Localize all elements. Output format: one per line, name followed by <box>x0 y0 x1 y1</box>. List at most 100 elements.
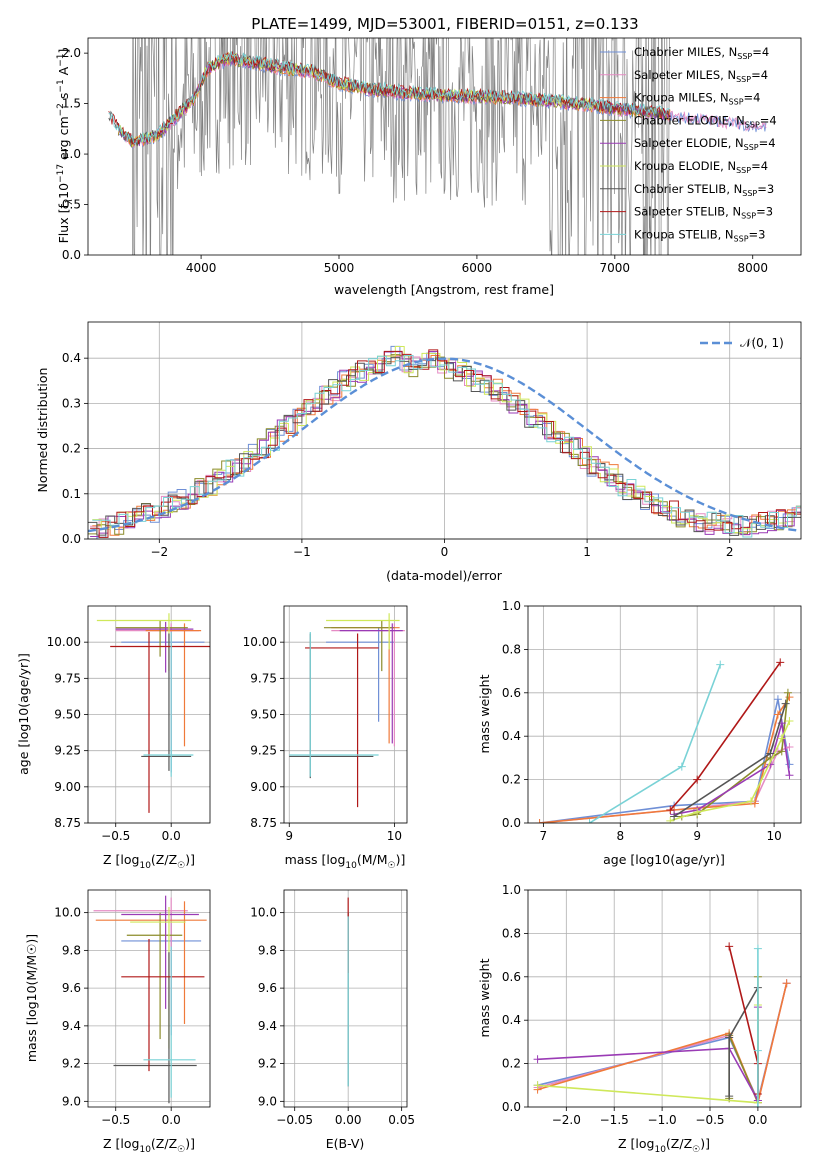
y-axis-label: age [log10(age/yr)] <box>16 653 31 775</box>
weight-marker <box>777 747 786 756</box>
x-axis-label: wavelength [Angstrom, rest frame] <box>334 282 554 297</box>
panel-7: −2.0 −1.5 −1.0 −0.5 0.0 0.0 0.2 0.4 0.6 0.8 1.0 Z [… <box>477 883 802 1155</box>
legend-entry: Salpeter MILES, NSSP=4 <box>634 68 768 84</box>
weight-marker <box>693 808 702 817</box>
legend-label: Salpeter MILES, N <box>634 68 736 82</box>
axes-frame <box>87 605 211 824</box>
y-tick-label: 0.4 <box>502 1013 521 1027</box>
weight-marker <box>533 1081 542 1090</box>
weight-marker <box>666 805 675 814</box>
y-tick-label: 10.0 <box>250 906 277 920</box>
legend-entry: Kroupa MILES, NSSP=4 <box>634 91 760 107</box>
y-axis-label-part: λ <box>65 199 75 205</box>
weight-marker <box>753 1103 762 1107</box>
y-tick-label: 9.25 <box>250 744 277 758</box>
legend-label: Kroupa MILES, N <box>634 91 729 105</box>
plot-area <box>96 613 210 813</box>
y-tick-label: 0.0 <box>62 248 81 262</box>
panel-0: 4000 5000 6000 7000 8000 0.0 0.5 1.0 1.5 2.0 wavel… <box>56 37 802 297</box>
x-tick-label: −1 <box>293 545 311 559</box>
weight-marker <box>670 812 679 821</box>
y-tick-label: 9.6 <box>258 981 277 995</box>
y-tick-label: 0.1 <box>62 487 81 501</box>
y-tick-label: 0.0 <box>62 532 81 546</box>
legend-sub: SSP <box>736 75 751 84</box>
histogram-kroupa-elodie <box>92 346 801 533</box>
y-tick-label: 0.4 <box>502 729 521 743</box>
y-tick-label: 10.0 <box>54 906 81 920</box>
y-tick-label: 9.00 <box>54 780 81 794</box>
x-axis-label-part: )] <box>396 852 406 867</box>
legend-sub: SSP <box>729 98 744 107</box>
x-tick-label: −2 <box>150 545 168 559</box>
x-axis-label-part: (Z/Z <box>151 852 177 867</box>
weight-marker <box>725 1092 734 1101</box>
weight-marker <box>773 695 782 704</box>
legend-entry: Chabrier MILES, NSSP=4 <box>634 45 769 61</box>
y-tick-label: 9.6 <box>62 981 81 995</box>
figure-title: PLATE=1499, MJD=53001, FIBERID=0151, z=0… <box>251 15 638 33</box>
weight-marker <box>785 743 794 752</box>
legend-nssp: =3 <box>756 205 773 219</box>
legend-nssp: =3 <box>749 227 766 241</box>
y-axis-label: mass weight <box>477 674 492 753</box>
legend-entry: 𝒩(0, 1) <box>740 336 784 350</box>
histogram-salpeter-elodie <box>90 351 801 537</box>
y-axis-label-part: −1 <box>56 54 66 67</box>
plot-area <box>108 38 767 255</box>
legend-label: Salpeter ELODIE, N <box>634 136 744 150</box>
legend-nssp: =4 <box>744 91 761 105</box>
weight-line <box>539 696 791 823</box>
x-axis-label-part: )] <box>185 852 195 867</box>
x-tick-label: 0.0 <box>162 1113 181 1127</box>
weight-marker <box>782 979 791 988</box>
x-axis-label: E(B-V) <box>326 1136 365 1151</box>
normal-curve <box>88 357 799 533</box>
model-spectrum-kroupa-stelib <box>108 51 670 145</box>
y-tick-label: 0.0 <box>502 1100 521 1114</box>
x-axis-label-part: (M/M <box>357 852 388 867</box>
x-axis-label-part: Z [log <box>103 852 139 867</box>
plot-area <box>93 895 207 1104</box>
legend-entry: Kroupa STELIB, NSSP=3 <box>634 227 765 243</box>
y-tick-label: 0.8 <box>502 642 521 656</box>
weight-marker <box>785 717 794 726</box>
legend-sub: SSP <box>745 120 760 129</box>
y-axis-label-part: Flux [f <box>56 204 71 244</box>
x-tick-label: 8000 <box>737 261 768 275</box>
y-tick-label: 9.50 <box>250 708 277 722</box>
axes-frame <box>87 321 802 540</box>
x-tick-label: 6000 <box>462 261 493 275</box>
axes-frame <box>283 605 408 824</box>
weight-marker <box>776 658 785 667</box>
x-tick-label: −0.5 <box>101 829 130 843</box>
weight-marker <box>533 1055 542 1064</box>
x-axis-label-part: 10 <box>139 1145 151 1155</box>
legend-sub: SSP <box>737 52 752 61</box>
plot-area <box>88 345 801 539</box>
y-tick-label: 0.5 <box>62 198 81 212</box>
weight-marker <box>773 710 782 719</box>
x-axis-label: Z [log10(Z/Z☉)] <box>618 1136 710 1155</box>
y-tick-label: 0.4 <box>62 351 81 365</box>
histogram-kroupa-miles <box>92 354 801 536</box>
y-axis-label-part: ] <box>56 49 71 54</box>
weight-marker <box>753 1046 762 1055</box>
y-axis-label-part: erg cm <box>56 116 71 164</box>
weight-marker <box>666 816 675 823</box>
legend-entry: Chabrier STELIB, NSSP=3 <box>634 182 774 198</box>
x-axis-label-part: )] <box>185 1136 195 1151</box>
x-tick-label: −0.5 <box>695 1113 724 1127</box>
y-tick-label: 9.50 <box>54 708 81 722</box>
x-axis-label: mass [log10(M/M☉)] <box>285 852 406 871</box>
x-tick-label: 0.0 <box>162 829 181 843</box>
weight-marker <box>785 771 794 780</box>
x-axis-label-part: (Z/Z <box>151 1136 177 1151</box>
histogram-salpeter-stelib <box>90 349 801 538</box>
x-tick-label: 7 <box>540 829 548 843</box>
y-tick-label: 8.75 <box>250 816 277 830</box>
y-axis-label: Normed distribution <box>35 368 50 493</box>
legend-entry: Chabrier ELODIE, NSSP=4 <box>634 113 777 129</box>
